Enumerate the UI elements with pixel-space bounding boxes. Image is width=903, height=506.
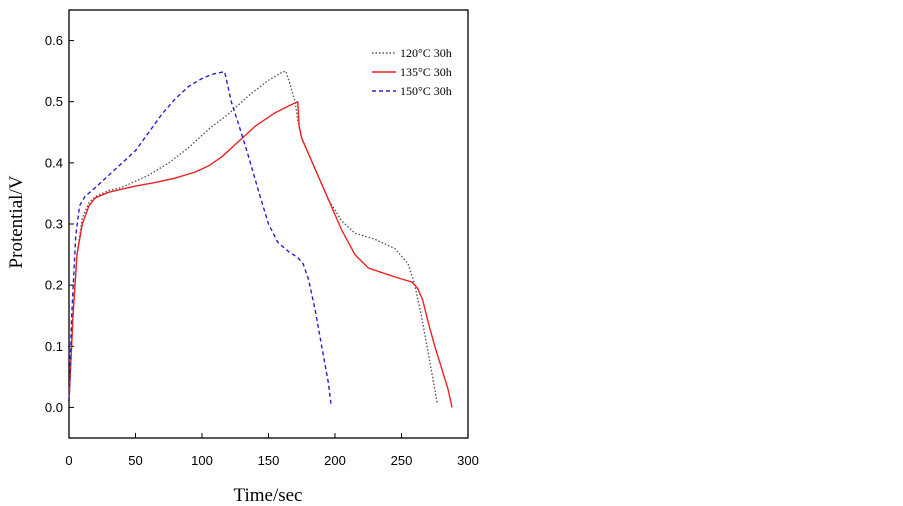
- series-line-1: [68, 70, 439, 405]
- x-tick-label: 150: [258, 453, 280, 468]
- x-tick-label: 50: [128, 453, 142, 468]
- x-axis-title: Time/sec: [234, 485, 303, 506]
- y-tick-label: 0.4: [45, 155, 63, 170]
- y-tick-label: 0.2: [45, 278, 63, 293]
- y-tick-label: 0.0: [45, 400, 63, 415]
- legend: 120°C 30h 135°C 30h 150°C 30h: [372, 46, 452, 98]
- y-tick-label: 0.1: [45, 339, 63, 354]
- x-tick-label: 300: [457, 453, 479, 468]
- y-axis-title: Protential/V: [6, 175, 27, 268]
- legend-label-3: 150°C 30h: [400, 84, 452, 98]
- x-tick-label: 100: [191, 453, 213, 468]
- series-line-3: [68, 71, 332, 405]
- legend-label-1: 120°C 30h: [400, 46, 452, 60]
- y-tick-label: 0.3: [45, 217, 63, 232]
- y-tick-label: 0.6: [45, 33, 63, 48]
- y-tick-label: 0.5: [45, 94, 63, 109]
- x-tick-label: 250: [391, 453, 413, 468]
- series-line-2: [68, 100, 453, 408]
- x-tick-label: 0: [65, 453, 72, 468]
- y-axis: 0.0 0.1 0.2 0.3 0.4 0.5 0.6: [45, 33, 74, 415]
- x-axis: 0 50 100 150 200 250 300: [65, 433, 479, 468]
- series-layer: [68, 70, 453, 408]
- x-tick-label: 200: [324, 453, 346, 468]
- legend-label-2: 135°C 30h: [400, 65, 452, 79]
